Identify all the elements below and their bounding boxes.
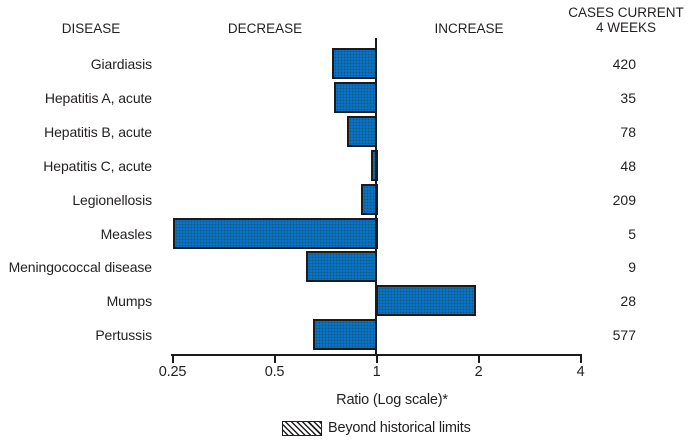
hatched-swatch-icon	[282, 420, 322, 436]
row-count: 5	[628, 225, 636, 242]
axis-tick-label: 0.5	[264, 364, 285, 380]
row-label: Legionellosis	[72, 191, 152, 208]
column-header-decrease: DECREASE	[227, 21, 303, 36]
axis-tick-label: 0.25	[158, 364, 187, 380]
axis-tick-label: 1	[372, 364, 381, 380]
column-header-disease: DISEASE	[61, 21, 121, 36]
legend: Beyond historical limits	[282, 420, 471, 436]
baseline-reference-line	[375, 38, 377, 355]
column-header-increase: INCREASE	[434, 21, 504, 36]
x-axis-line	[171, 354, 582, 356]
column-header-cases: CASES CURRENT 4 WEEKS	[560, 5, 692, 35]
column-header-cases-line2: 4 WEEKS	[595, 20, 657, 35]
axis-tick	[171, 356, 174, 363]
row-count: 420	[612, 55, 636, 72]
ratio-bar	[172, 218, 378, 249]
row-label: Hepatitis B, acute	[44, 123, 152, 140]
row-count: 35	[620, 89, 636, 106]
row-label: Hepatitis C, acute	[43, 157, 152, 174]
row-label: Giardiasis	[90, 55, 152, 72]
ratio-bar	[306, 251, 378, 282]
axis-tick	[375, 356, 378, 363]
axis-tick	[579, 356, 582, 363]
axis-tick-label: 2	[474, 364, 483, 380]
row-label: Mumps	[106, 292, 153, 309]
axis-tick-label: 4	[576, 364, 585, 380]
row-count: 577	[612, 326, 636, 343]
row-label: Pertussis	[95, 326, 152, 343]
axis-tick	[273, 356, 276, 363]
x-axis-label: Ratio (Log scale)*	[336, 392, 448, 408]
row-label: Meningococcal disease	[8, 258, 153, 275]
ratio-bar	[334, 82, 378, 113]
row-count: 78	[620, 123, 636, 140]
ratio-bar	[347, 116, 378, 147]
legend-label: Beyond historical limits	[328, 420, 471, 436]
axis-tick	[477, 356, 480, 363]
ratio-bar	[375, 285, 477, 316]
row-count: 209	[612, 191, 636, 208]
row-label: Hepatitis A, acute	[44, 89, 152, 106]
column-header-cases-line1: CASES CURRENT	[568, 5, 684, 20]
ratio-bar	[313, 319, 378, 350]
row-count: 28	[620, 292, 636, 309]
row-count: 9	[628, 258, 636, 275]
row-label: Measles	[100, 225, 153, 242]
row-count: 48	[620, 157, 636, 174]
ratio-bar	[332, 48, 378, 79]
